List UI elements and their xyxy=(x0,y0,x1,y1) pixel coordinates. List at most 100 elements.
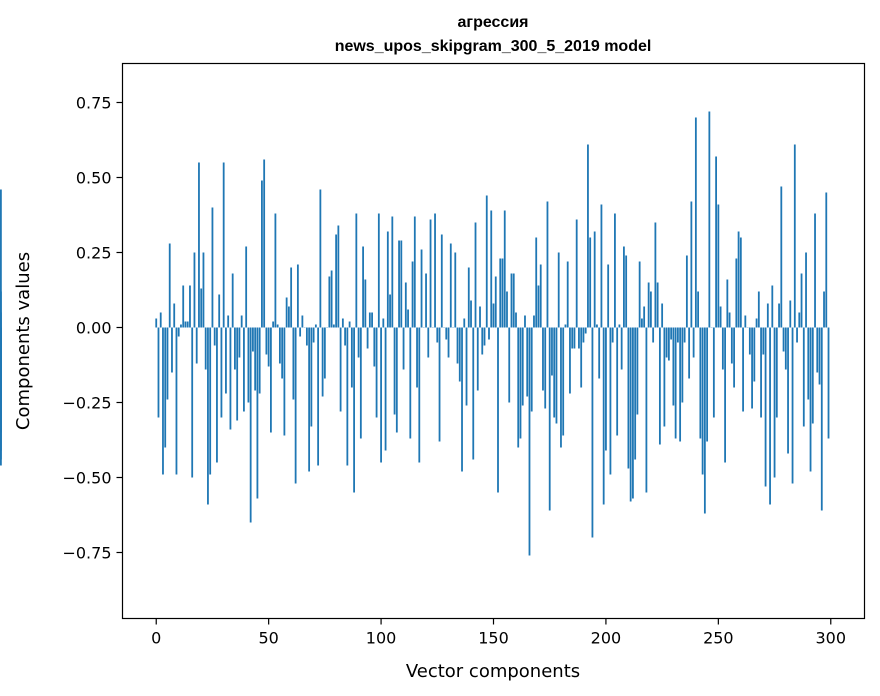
bar-36 xyxy=(236,327,239,421)
x-axis-label: Vector components xyxy=(406,661,580,682)
bar-251 xyxy=(719,306,722,328)
bar-177 xyxy=(553,327,556,418)
bar-28 xyxy=(218,294,221,328)
bar-238 xyxy=(690,201,693,328)
bar-299 xyxy=(827,327,830,439)
bar-48 xyxy=(263,159,266,328)
bar-141 xyxy=(472,327,475,460)
bar-75 xyxy=(323,327,326,379)
bar-219 xyxy=(647,282,650,328)
bar-24 xyxy=(209,327,212,475)
bar-148 xyxy=(488,327,490,340)
bar-33 xyxy=(229,327,232,430)
bar-233 xyxy=(679,327,682,442)
bar-121 xyxy=(427,327,430,358)
bar-156 xyxy=(506,291,508,328)
bar-298 xyxy=(825,192,828,328)
bar-38 xyxy=(240,315,243,328)
bar-69 xyxy=(310,327,313,427)
bar-248 xyxy=(712,327,715,418)
bar-157 xyxy=(508,327,511,403)
bar-189 xyxy=(580,327,583,388)
x-tick-label: 250 xyxy=(703,629,734,648)
bar-12 xyxy=(182,285,185,328)
bar-73 xyxy=(319,189,322,328)
bar-202 xyxy=(609,327,612,475)
y-tick-label: 0.25 xyxy=(76,244,112,263)
bar-105 xyxy=(391,216,394,328)
y-tick-label: −0.25 xyxy=(62,394,111,413)
bar-240 xyxy=(694,117,697,328)
bar-214 xyxy=(636,327,639,415)
bar-4 xyxy=(164,327,167,448)
bar-225 xyxy=(661,303,664,328)
bar-239 xyxy=(692,327,695,358)
bar-179 xyxy=(557,252,560,328)
bar-77 xyxy=(328,276,331,328)
bar-120 xyxy=(425,273,427,328)
bar-41 xyxy=(247,327,250,403)
bar-82 xyxy=(339,327,342,412)
bar-99 xyxy=(377,213,380,328)
bar-50 xyxy=(267,327,270,367)
bar-280 xyxy=(784,327,787,370)
bar-182 xyxy=(564,324,567,328)
bar-102 xyxy=(384,327,387,451)
bar-29 xyxy=(220,327,223,418)
bar-65 xyxy=(301,315,304,328)
bar-126 xyxy=(438,327,441,442)
bar-285 xyxy=(796,327,798,343)
bar-154 xyxy=(501,258,504,328)
bar-133 xyxy=(454,252,457,328)
bar-92 xyxy=(362,246,364,328)
bar-83 xyxy=(341,318,344,328)
bar-188 xyxy=(578,327,580,349)
bar-22 xyxy=(204,327,207,370)
bar-143 xyxy=(476,327,479,391)
bar-52 xyxy=(272,321,275,328)
bar-160 xyxy=(515,312,517,328)
bar-5 xyxy=(166,327,169,400)
y-axis-ticks: −0.75 −0.50 −0.25 0.00 0.25 0.50 0.75 xyxy=(62,94,123,563)
bar-265 xyxy=(751,327,753,409)
bar-295 xyxy=(818,327,821,385)
bar-67 xyxy=(305,327,308,346)
bar-220 xyxy=(649,291,652,328)
bar-290 xyxy=(807,327,810,400)
bar-274 xyxy=(771,285,774,328)
bar-213 xyxy=(634,327,637,460)
x-tick-label: 150 xyxy=(478,629,509,648)
bar-112 xyxy=(407,309,409,328)
bar-232 xyxy=(676,327,679,343)
bar-258 xyxy=(735,258,738,328)
bar-200 xyxy=(605,327,607,451)
y-tick-label: 0.50 xyxy=(76,169,112,188)
bar-78 xyxy=(330,270,333,328)
bar-245 xyxy=(706,327,709,442)
bar-6 xyxy=(168,243,171,328)
bar-95 xyxy=(368,312,371,328)
bar-190 xyxy=(582,327,585,343)
bar-279 xyxy=(782,327,785,352)
bar-206 xyxy=(618,324,621,328)
bar-173 xyxy=(544,327,547,409)
bar-43 xyxy=(252,327,254,352)
bar-243 xyxy=(701,327,704,475)
bar-162 xyxy=(519,327,522,439)
bar-14 xyxy=(186,321,189,328)
bar-98 xyxy=(375,327,378,418)
bar-106 xyxy=(393,327,396,415)
bar-161 xyxy=(517,327,520,448)
bar-13 xyxy=(184,321,187,328)
bar-7 xyxy=(171,327,173,373)
bar-16 xyxy=(191,327,194,478)
bar-100 xyxy=(380,327,382,463)
y-tick-label: −0.50 xyxy=(62,469,111,488)
bar-70 xyxy=(312,327,315,343)
bar-234 xyxy=(681,327,684,403)
bar-40 xyxy=(245,246,248,328)
bar-252 xyxy=(721,327,724,370)
bar-163 xyxy=(521,327,524,406)
bar-244 xyxy=(703,327,706,514)
bar-209 xyxy=(625,255,628,328)
